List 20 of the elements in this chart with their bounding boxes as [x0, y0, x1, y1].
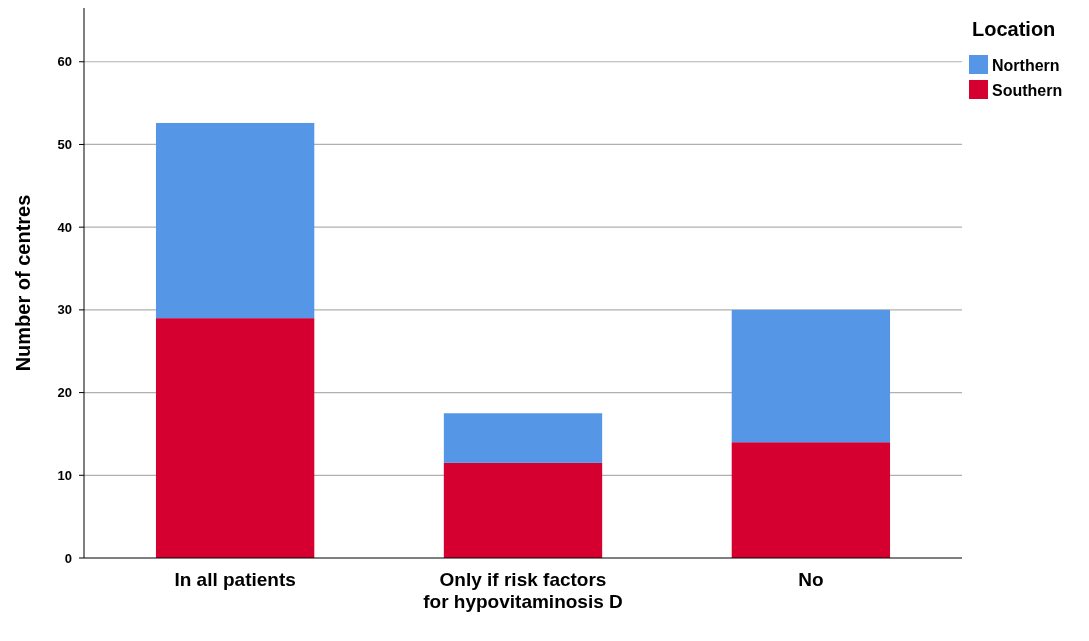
legend-label: Southern [992, 81, 1063, 99]
y-tick-label: 0 [64, 550, 72, 566]
y-tick-label: 50 [57, 137, 72, 153]
y-tick-label: 30 [57, 302, 72, 318]
bar [155, 318, 315, 558]
y-tick-label: 10 [57, 467, 72, 483]
y-tick-label: 20 [57, 385, 72, 401]
x-tick-label: No [798, 569, 824, 590]
y-axis-title: Number of centres [12, 194, 34, 372]
bar [731, 442, 891, 558]
x-tick-label: Only if risk factors for hypovitaminosis D [423, 569, 623, 612]
legend-title: Location [972, 18, 1056, 40]
y-tick-label: 40 [57, 219, 72, 235]
bar [731, 309, 891, 443]
bar [155, 122, 315, 319]
bar [443, 462, 603, 558]
legend-label: Northern [992, 56, 1060, 74]
x-tick-label: In all patients [174, 569, 296, 590]
bar [443, 413, 603, 463]
y-tick-label: 60 [57, 54, 72, 70]
